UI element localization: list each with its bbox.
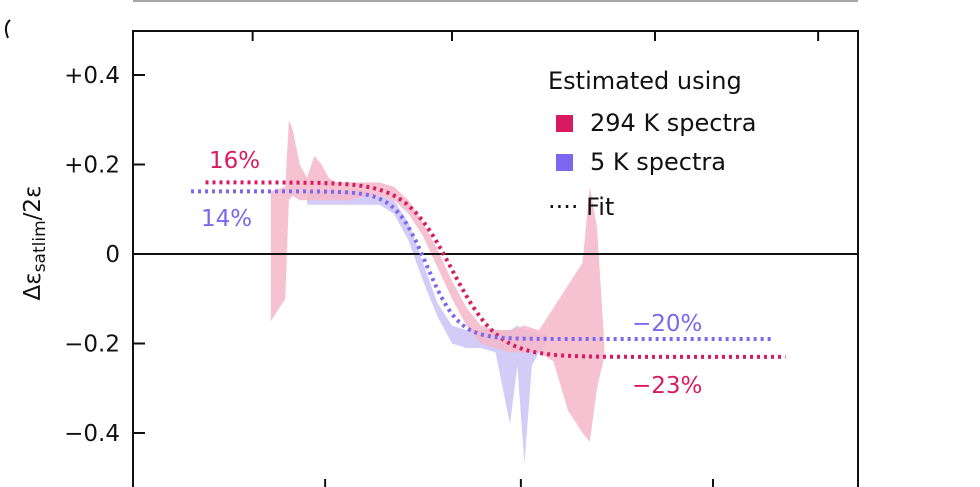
annotation-5k-start: 14%: [201, 206, 252, 232]
legend-label-294k: 294 K spectra: [590, 109, 757, 137]
legend-label-5k: 5 K spectra: [590, 148, 726, 176]
plot-frame: [132, 30, 859, 487]
annotation-294k-end: −23%: [632, 373, 702, 399]
legend: Estimated using 294 K spectra 5 K spectr…: [548, 67, 757, 221]
fit-curves: [191, 180, 786, 359]
band-294-k-spectra: [270, 119, 605, 442]
y-axis-label: Δεsatlim/2ε: [20, 186, 50, 301]
legend-label-fit: ···· Fit: [548, 193, 614, 221]
y-tick-label: 0: [105, 242, 120, 268]
fit-294-k-spectra: [205, 180, 786, 359]
y-axis: +0.4 +0.2 0 −0.2 −0.4: [64, 63, 145, 447]
y-axis-label-tail: /2ε: [20, 186, 46, 221]
annotation-5k-end: −20%: [632, 311, 702, 337]
panel-letter-fragment: [4, 19, 11, 39]
y-tick-label: +0.4: [64, 63, 120, 89]
y-tick-label: −0.4: [64, 421, 120, 447]
y-tick-label: −0.2: [64, 332, 120, 358]
y-axis-label-sub: satlim: [30, 220, 50, 272]
top-axis-ticks: [251, 31, 820, 41]
annotation-294k-start: 16%: [209, 148, 260, 174]
fit-5-k-spectra: [191, 189, 771, 341]
y-tick-label: +0.2: [64, 153, 120, 179]
y-axis-label-main: Δε: [20, 272, 46, 300]
uncertainty-bands: [270, 119, 605, 465]
legend-title: Estimated using: [548, 67, 742, 95]
legend-swatch-5k: [556, 154, 573, 171]
legend-swatch-294k: [556, 115, 573, 132]
bottom-axis-ticks: [324, 479, 714, 487]
